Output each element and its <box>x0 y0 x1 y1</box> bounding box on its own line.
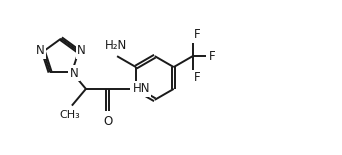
Text: N: N <box>77 44 86 58</box>
Text: N: N <box>36 44 45 58</box>
Text: N: N <box>69 67 78 80</box>
Text: CH₃: CH₃ <box>60 110 80 120</box>
Text: N: N <box>36 44 45 58</box>
Text: H₂N: H₂N <box>105 39 127 52</box>
Text: HN: HN <box>132 82 150 95</box>
Text: O: O <box>103 115 112 128</box>
Text: F: F <box>194 28 200 41</box>
Text: F: F <box>194 71 200 84</box>
Text: N: N <box>69 67 78 80</box>
Text: F: F <box>209 50 215 63</box>
Text: N: N <box>77 44 86 58</box>
